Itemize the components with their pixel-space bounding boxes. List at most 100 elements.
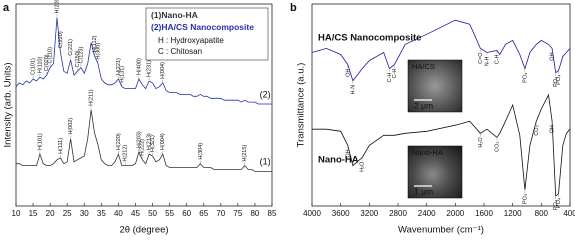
data-line <box>15 17 272 105</box>
scale-label: 1 μm <box>414 186 433 196</box>
y-axis-label: Transmittance (a.u.) <box>296 63 307 148</box>
data-line <box>311 19 571 82</box>
peak-label: H(300) <box>95 43 101 60</box>
peak-label: C(150) <box>75 50 81 67</box>
x-tick-label: 55 <box>165 209 174 218</box>
band-label: C=O <box>478 52 484 64</box>
y-axis-label: Intensity (arb. Units) <box>3 63 14 148</box>
peak-label: H(111) <box>58 138 64 154</box>
peak-label: H(131) <box>119 66 125 83</box>
data-line <box>312 93 571 197</box>
legend-entry: (2)HA/CS Nanocomposite <box>151 22 254 32</box>
peak-label: H(222) <box>140 139 146 156</box>
x-tick-label: 800 <box>535 209 549 218</box>
data-line <box>16 109 272 172</box>
sem-image <box>407 145 463 199</box>
inset-label: Nano-HA <box>412 148 443 157</box>
legend-name: HA/CS Nanocomposite <box>161 22 254 32</box>
sem-image <box>407 59 463 113</box>
plot-frame <box>311 3 571 207</box>
plot-frame <box>15 3 273 207</box>
band-label: C-H <box>494 54 500 64</box>
peak-label: H(002) <box>68 118 74 135</box>
peak-label: C(110) <box>48 47 54 64</box>
scale-label: 2 μm <box>414 100 433 110</box>
x-tick-label: 25 <box>63 209 72 218</box>
x-tick-label: 400 <box>563 209 575 218</box>
peak-label: C(221) <box>68 39 74 56</box>
band-label: OH <box>550 125 556 133</box>
x-tick-label: 85 <box>268 209 277 218</box>
band-label: N-H <box>484 56 490 66</box>
legend-number: (1) <box>151 10 162 20</box>
peak-label: H(304) <box>198 143 204 160</box>
legend-note: C : Chitosan <box>158 47 202 56</box>
peak-label: C(020) <box>44 54 50 71</box>
band-label: CO₃ <box>534 125 540 136</box>
peak-label: H(220) <box>116 133 122 150</box>
x-tick-label: 30 <box>80 209 89 218</box>
x-tick-label: 70 <box>216 209 225 218</box>
x-axis-label: Wavenumber (cm⁻¹) <box>398 225 484 236</box>
x-tick-label: 65 <box>199 209 208 218</box>
legend-name: Nano-HA <box>161 10 197 20</box>
x-tick-label: 35 <box>97 209 106 218</box>
band-label: H₂O <box>360 161 366 172</box>
band-label: PO₄ <box>556 197 562 208</box>
peak-label: H(321) <box>150 135 156 152</box>
band-label: PO₄ <box>522 72 528 83</box>
peak-label: C(101) <box>31 58 37 75</box>
peak-label: C(123) <box>78 47 84 64</box>
x-tick-label: 2800 <box>389 209 407 218</box>
x-tick-label: 40 <box>114 209 123 218</box>
band-label: C-H <box>387 73 393 83</box>
curve-label: (1) <box>260 157 271 167</box>
x-tick-label: 4000 <box>303 209 321 218</box>
panel-label: a <box>3 2 10 14</box>
peak-label: H(110) <box>37 57 43 74</box>
band-label: C-H <box>392 69 398 79</box>
x-axis-label: 2θ (degree) <box>119 225 168 236</box>
x-tick-label: 75 <box>233 209 242 218</box>
x-tick-label: 80 <box>250 209 259 218</box>
band-label: PO₄ <box>553 76 559 87</box>
legend-number: (2) <box>151 22 162 32</box>
x-tick-label: 15 <box>29 209 38 218</box>
x-tick-label: 20 <box>46 209 55 218</box>
peak-label: H(231) <box>147 60 153 77</box>
band-label: PO₄ <box>553 199 559 210</box>
x-tick-label: 10 <box>12 209 21 218</box>
peak-label: H(203) <box>136 131 142 148</box>
x-tick-label: 2000 <box>446 209 464 218</box>
x-tick-label: 50 <box>148 209 157 218</box>
band-label: PO₄ <box>522 193 528 204</box>
series-label: Nano-HA <box>318 155 359 166</box>
peak-label: C(220) <box>58 31 64 48</box>
peak-label: H(004) <box>160 62 166 79</box>
band-label: CO₃ <box>494 141 500 152</box>
band-label: H-N <box>350 85 356 95</box>
x-tick-label: 3600 <box>332 209 350 218</box>
peak-label: H(215) <box>242 145 248 162</box>
band-label: OH <box>550 52 556 60</box>
inset-label: HA/CS <box>412 62 435 71</box>
peak-label: H(200) <box>54 0 60 13</box>
curve-label: (2) <box>260 89 271 99</box>
band-label: OH <box>345 149 351 157</box>
series-label: HA/CS Nanocomposite <box>318 33 421 44</box>
band-label: PO₄ <box>556 74 562 85</box>
x-tick-label: 1600 <box>475 209 493 218</box>
band-label: OH <box>345 69 351 77</box>
x-tick-label: 1200 <box>504 209 522 218</box>
peak-label: H(213) <box>147 133 153 150</box>
peak-label: H(212) <box>123 145 129 162</box>
x-tick-label: 60 <box>182 209 191 218</box>
peak-label: H(101) <box>37 133 43 150</box>
band-label: H₂O <box>478 137 484 148</box>
legend-entry: (1)Nano-HA <box>151 10 198 20</box>
legend-note: H : Hydroxyapatite <box>158 36 224 45</box>
x-tick-label: 45 <box>131 209 140 218</box>
x-tick-label: 2400 <box>418 209 436 218</box>
peak-label: H(221) <box>116 58 122 75</box>
